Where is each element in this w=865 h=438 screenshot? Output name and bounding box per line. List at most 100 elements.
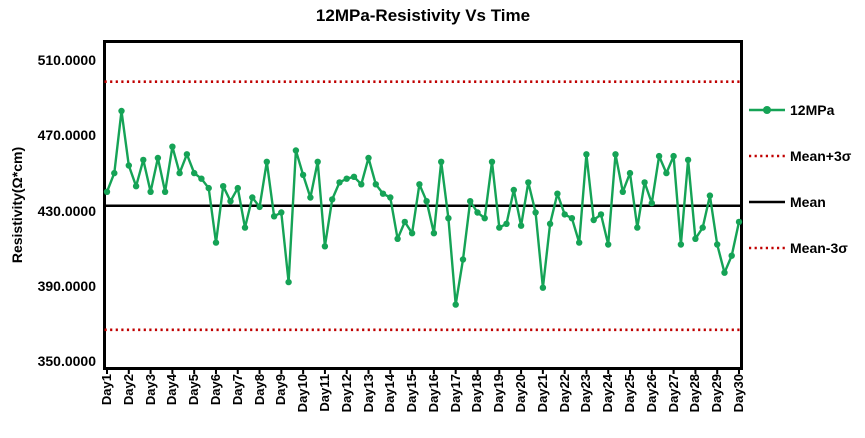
x-tick-label-day17: Day17 [447, 374, 463, 413]
data-point-marker [372, 181, 379, 188]
data-point-marker [590, 216, 597, 224]
data-point-marker [496, 224, 503, 231]
data-point-marker [350, 173, 358, 180]
series-line-swatch [749, 106, 785, 114]
data-point-marker [256, 203, 263, 211]
data-point-marker [706, 192, 714, 199]
data-point-marker [539, 284, 547, 291]
x-tick-label-day27: Day27 [665, 374, 681, 413]
data-point-marker [605, 241, 612, 248]
data-point-marker [343, 175, 350, 182]
x-tick-label-day11: Day11 [316, 374, 332, 412]
data-point-marker [176, 169, 183, 177]
x-tick-label-day5: Day5 [186, 374, 202, 406]
x-tick-label-day12: Day12 [338, 374, 354, 413]
data-point-marker [576, 239, 583, 246]
data-point-marker [234, 184, 241, 192]
x-tick-label-day26: Day26 [643, 374, 659, 413]
x-tick-label-day18: Day18 [469, 374, 485, 413]
data-point-marker [474, 209, 481, 216]
x-tick-label-day19: Day19 [491, 374, 507, 413]
x-tick-label-day6: Day6 [207, 374, 223, 406]
x-tick-label-day14: Day14 [382, 374, 398, 413]
data-point-marker [481, 215, 488, 222]
data-point-marker [648, 199, 655, 207]
data-point-marker [132, 183, 140, 190]
y-tick-label: 470.0000 [37, 127, 96, 144]
x-tick-label-day4: Day4 [164, 374, 180, 406]
chart-title: 12MPa-Resistivity Vs Time [315, 6, 531, 25]
data-point-marker [525, 179, 532, 186]
data-point-marker [430, 230, 438, 237]
series-line-12mpa [105, 109, 741, 306]
data-point-marker [532, 209, 539, 216]
data-point-marker [103, 188, 111, 195]
x-tick-label-day3: Day3 [142, 374, 158, 406]
data-point-marker [692, 235, 699, 242]
data-point-marker [554, 190, 561, 197]
data-point-marker [314, 158, 321, 165]
data-point-marker [423, 198, 430, 205]
x-tick-label-day1: Day1 [99, 374, 114, 406]
data-point-marker [336, 179, 343, 186]
legend-item-mean-plus-3sigma: Mean+3σ [748, 146, 851, 166]
data-point-marker [663, 169, 670, 177]
x-tick-label-day23: Day23 [578, 374, 594, 413]
data-point-marker [510, 186, 517, 194]
data-point-marker [307, 194, 314, 201]
data-point-marker [721, 269, 728, 276]
data-point-marker [321, 243, 329, 250]
data-point-marker [292, 147, 300, 154]
data-point-marker [583, 151, 590, 158]
data-point-marker [365, 154, 372, 162]
data-point-marker [677, 241, 685, 248]
x-tick-label-day28: Day28 [687, 374, 703, 413]
data-point-marker [459, 256, 467, 263]
solid-line-swatch [749, 200, 785, 204]
data-point-marker [394, 235, 401, 242]
data-point-marker [684, 156, 692, 164]
data-point-marker [655, 152, 663, 160]
data-point-marker [183, 151, 191, 158]
data-point-marker [329, 196, 336, 203]
legend-label-mean-minus-3sigma: Mean-3σ [790, 240, 848, 256]
data-point-marker [263, 158, 270, 165]
data-point-marker [641, 179, 648, 186]
data-point-marker [154, 154, 162, 162]
legend-label-12mpa: 12MPa [790, 102, 835, 118]
x-tick-label-day9: Day9 [273, 374, 289, 406]
x-tick-label-day29: Day29 [709, 374, 725, 413]
data-point-marker [249, 194, 256, 201]
data-point-marker [285, 278, 292, 286]
x-tick-label-day20: Day20 [513, 374, 529, 413]
x-tick-label-day15: Day15 [404, 374, 420, 413]
data-point-marker [568, 215, 576, 222]
data-point-marker [626, 169, 634, 177]
legend-label-mean: Mean [790, 194, 826, 210]
data-point-marker [212, 239, 220, 246]
x-tick-label-day13: Day13 [360, 374, 376, 413]
y-tick-label: 510.0000 [37, 52, 96, 69]
x-tick-label-day16: Day16 [425, 374, 441, 413]
x-tick-label-day25: Day25 [622, 374, 638, 413]
data-point-marker [416, 181, 423, 188]
data-point-marker [278, 209, 285, 216]
data-point-marker [408, 230, 416, 237]
data-point-marker [358, 181, 365, 188]
data-point-marker [597, 211, 605, 218]
data-point-marker [227, 198, 234, 205]
data-point-marker [546, 220, 554, 227]
data-point-marker [612, 151, 619, 158]
data-point-marker [198, 175, 205, 182]
data-point-marker [379, 190, 387, 197]
x-tick-label-day24: Day24 [600, 374, 616, 413]
data-point-marker [140, 156, 147, 164]
data-point-marker [401, 218, 408, 226]
data-point-marker [445, 215, 452, 222]
data-point-marker [270, 213, 278, 220]
data-point-marker [517, 222, 525, 229]
legend-item-mean: Mean [748, 192, 851, 212]
data-point-marker [619, 188, 626, 195]
data-point-marker [438, 158, 445, 165]
